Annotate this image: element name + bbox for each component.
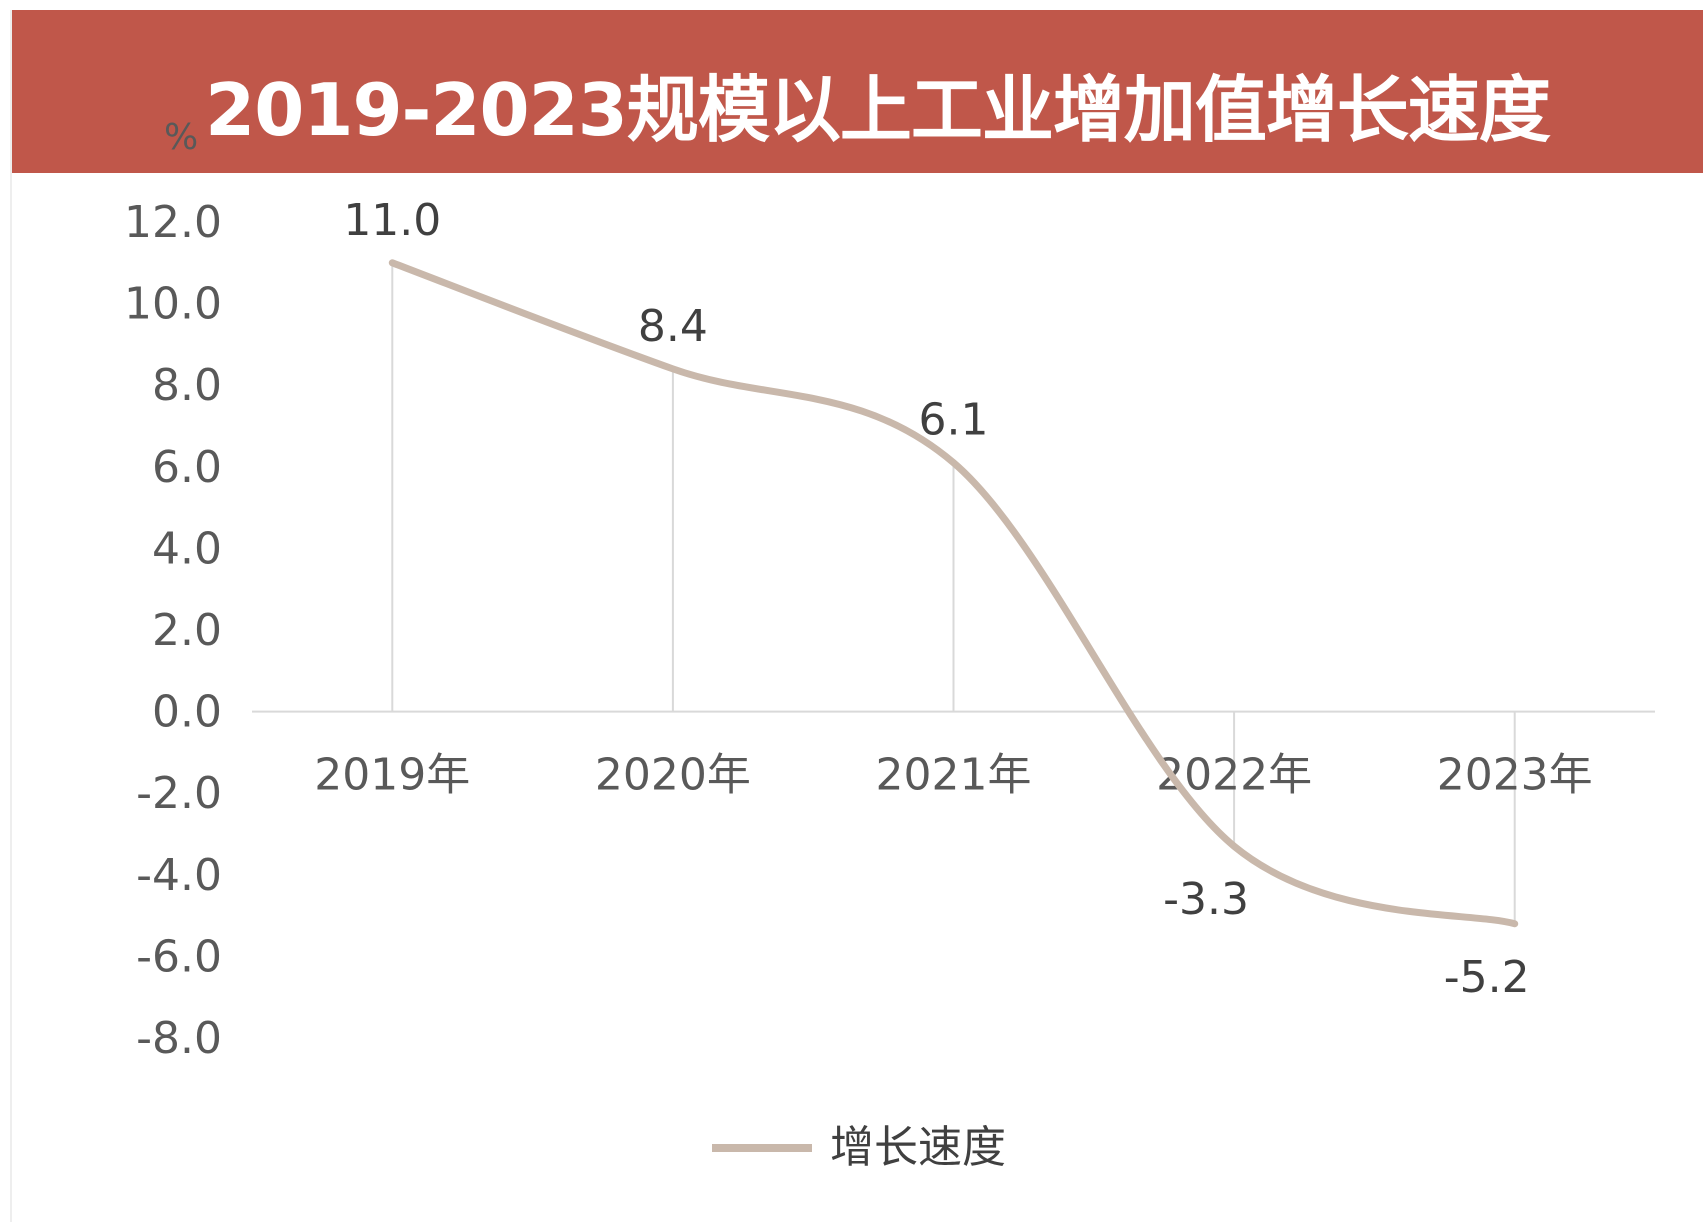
legend-swatch <box>712 1144 812 1152</box>
legend: 增长速度 <box>712 1118 1006 1178</box>
chart-frame <box>10 10 1703 1222</box>
y-tick-label: 4.0 <box>152 523 222 574</box>
data-label: -5.2 <box>1444 952 1530 1003</box>
data-label: -3.3 <box>1163 874 1249 925</box>
y-tick-label: -2.0 <box>136 768 222 819</box>
x-category-label: 2021年 <box>876 750 1032 801</box>
x-category-label: 2023年 <box>1437 750 1593 801</box>
y-tick-label: -8.0 <box>136 1013 222 1064</box>
y-tick-label: 12.0 <box>124 197 222 248</box>
y-tick-label: -4.0 <box>136 850 222 901</box>
y-tick-label: 2.0 <box>152 605 222 656</box>
title-banner: 2019-2023规模以上工业增加值增长速度 <box>12 10 1703 173</box>
x-category-label: 2020年 <box>595 750 751 801</box>
series-line-group <box>388 259 1519 928</box>
y-tick-label: 6.0 <box>152 442 222 493</box>
legend-label: 增长速度 <box>830 1122 1006 1173</box>
data-label: 6.1 <box>919 395 989 446</box>
data-label: 11.0 <box>343 195 441 246</box>
chart-title: 2019-2023规模以上工业增加值增长速度 <box>205 68 1551 152</box>
data-labels: 11.0 8.4 6.1 -3.3 -5.2 <box>343 195 1529 1003</box>
y-tick-label: 8.0 <box>152 360 222 411</box>
y-axis-tick-labels: 12.0 10.0 8.0 6.0 4.0 2.0 0.0 -2.0 -4.0 -6.0 -8.0 <box>124 197 222 1064</box>
y-tick-label: -6.0 <box>136 931 222 982</box>
x-category-label: 2019年 <box>314 750 470 801</box>
y-tick-label: 10.0 <box>124 279 222 330</box>
y-axis-unit-label: % <box>164 117 199 158</box>
x-axis-category-labels: 2019年 2020年 2021年 2022年 2023年 <box>314 750 1592 801</box>
y-tick-label: 0.0 <box>152 687 222 738</box>
series-line-增长速度 <box>388 259 1519 928</box>
vertical-gridlines <box>391 262 1516 924</box>
x-category-label: 2022年 <box>1156 750 1312 801</box>
data-label: 8.4 <box>638 301 708 352</box>
